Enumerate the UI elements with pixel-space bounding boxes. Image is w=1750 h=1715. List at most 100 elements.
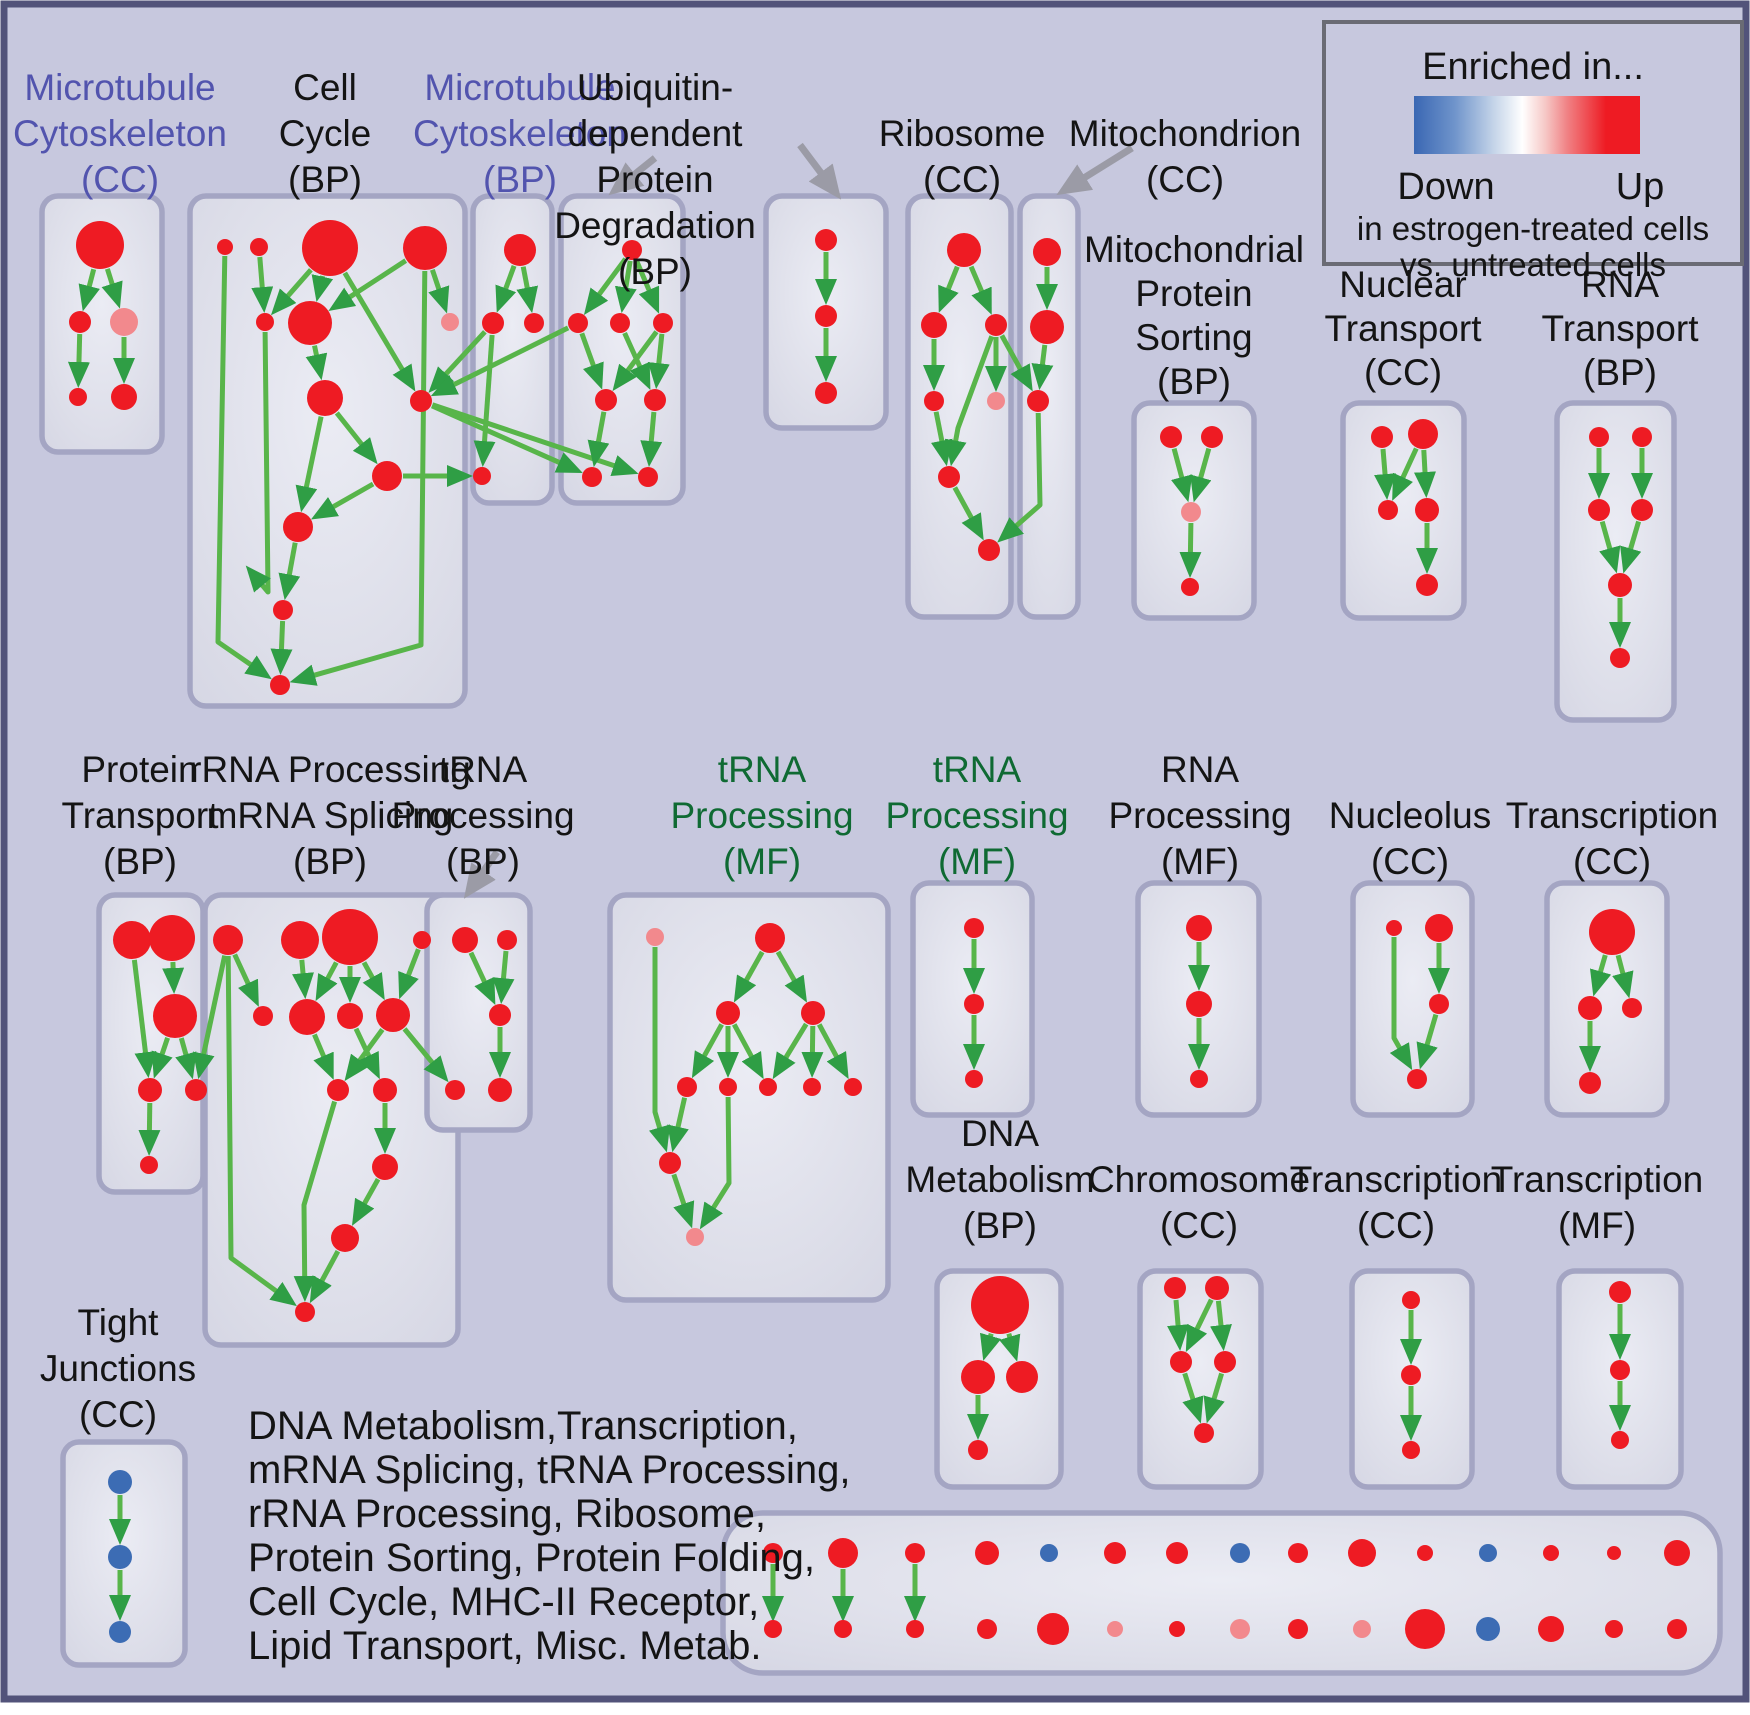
go-term-node-E1: [815, 229, 837, 251]
go-term-node-A5: [111, 384, 137, 410]
go-term-node-A2: [69, 311, 91, 333]
go-term-node-N5: [677, 1077, 697, 1097]
cluster-label-trna-mf-2: tRNA Processing (MF): [885, 749, 1068, 882]
enrichment-edge-J3-J5: [1599, 520, 1621, 574]
enrichment-edge-I1-I3: [1374, 448, 1397, 501]
misc-text-line: Cell Cycle, MHC-II Receptor,: [248, 1580, 760, 1624]
strip-top-node-3: [905, 1543, 925, 1563]
go-term-node-N2: [755, 923, 785, 953]
go-term-node-P1: [1186, 915, 1212, 941]
go-term-node-M3: [489, 1004, 511, 1026]
enrichment-edge-L2-L6: [292, 959, 314, 1000]
go-term-node-R4: [1579, 1072, 1601, 1094]
go-term-node-M5: [488, 1078, 512, 1102]
go-term-node-U3: [1402, 1441, 1420, 1459]
go-term-node-Q1: [1386, 920, 1402, 936]
enrichment-edge-A1-A3: [101, 268, 123, 309]
cluster-box-chromosome: [1137, 1268, 1264, 1490]
go-term-node-T1: [1164, 1277, 1186, 1299]
go-term-node-W3: [109, 1621, 131, 1643]
cluster-label-chromosome: Chromosome (CC): [1088, 1159, 1310, 1246]
strip-bottom-node-5: [1037, 1613, 1069, 1645]
strip-top-node-7: [1166, 1542, 1188, 1564]
go-term-node-B13: [270, 675, 290, 695]
go-term-node-C1: [504, 234, 536, 266]
cluster-label-protein-transport: Protein Transport (BP): [62, 749, 220, 882]
cluster-box-trna-bp: [424, 892, 533, 1133]
go-term-node-N11: [686, 1228, 704, 1246]
strip-top-node-5: [1040, 1544, 1058, 1562]
enrichment-edge-F3-G3: [999, 334, 1033, 392]
go-term-node-J1: [1589, 427, 1609, 447]
go-term-node-E3: [815, 382, 837, 404]
enrichment-edge-K1-K4: [131, 959, 157, 1079]
strip-bottom-node-7: [1169, 1621, 1185, 1637]
misc-text-line: DNA Metabolism,Transcription,: [248, 1404, 798, 1448]
enrichment-edge-C2-B9: [428, 330, 487, 393]
strip-top-node-1: [763, 1543, 783, 1563]
enrichment-edge-B9-D7: [430, 403, 583, 473]
enrichment-edge-H1-H3: [1171, 447, 1193, 503]
go-term-node-F7: [978, 539, 1000, 561]
strip-bottom-node-11: [1405, 1609, 1445, 1649]
enrichment-edge-L1-L5: [232, 953, 259, 1007]
go-term-node-J5: [1608, 573, 1632, 597]
go-term-node-J2: [1632, 427, 1652, 447]
enrichment-edge-B6-B7: [305, 345, 328, 381]
enrichment-edge-F6-F7: [952, 486, 984, 541]
enrichment-edge-B3-B5: [270, 268, 313, 316]
cluster-label-ubiquitin: Ubiquitin-dependent Protein Degradation (BP…: [554, 67, 756, 292]
go-term-node-L11: [372, 1154, 398, 1180]
enrichment-edge-B7-B11: [295, 416, 324, 513]
strip-bottom-node-2: [834, 1620, 852, 1638]
go-term-node-L7: [337, 1003, 363, 1029]
enrichment-edge-N4-N7: [772, 1022, 809, 1080]
go-term-node-L5: [253, 1006, 273, 1026]
go-term-node-F6: [938, 466, 960, 488]
enrichment-edge-T4-T5: [1203, 1372, 1225, 1424]
strip-bottom-node-4: [977, 1619, 997, 1639]
strip-bottom-node-6: [1107, 1621, 1123, 1637]
go-term-node-R1: [1589, 909, 1635, 955]
go-term-node-I4: [1415, 498, 1439, 522]
enrichment-edge-R1-R3: [1612, 954, 1634, 999]
strip-top-node-14: [1607, 1546, 1621, 1560]
go-term-node-L12: [331, 1224, 359, 1252]
cluster-label-mt-bp: Microtubule Cytoskeleton (BP): [413, 67, 627, 200]
enrichment-edge-D4-D6: [647, 333, 670, 390]
cluster-label-transcription-cc-1: Transcription (CC): [1506, 795, 1718, 882]
enrichment-edge-B2-B5: [251, 256, 274, 314]
enrichment-edge-S1-S3: [999, 1332, 1021, 1362]
enrichment-edge-D1-D2: [583, 257, 628, 315]
go-term-node-D8: [638, 467, 658, 487]
strip-top-node-2: [828, 1538, 858, 1568]
go-term-node-H4: [1181, 578, 1199, 596]
go-term-node-G2: [1030, 310, 1064, 344]
go-term-node-J3: [1588, 499, 1610, 521]
strip-top-node-4: [975, 1541, 999, 1565]
enrichment-edge-B3-B6: [311, 274, 334, 302]
go-term-node-B7: [307, 380, 343, 416]
strip-bottom-node-10: [1353, 1620, 1371, 1638]
go-term-node-A3: [110, 308, 138, 336]
cluster-label-nucleolus: Nucleolus (CC): [1329, 795, 1491, 882]
cluster-label-rna-transport: RNA Transport (BP): [1542, 264, 1700, 393]
enrichment-edge-J4-J5: [1620, 520, 1642, 574]
go-term-node-W2: [108, 1545, 132, 1569]
go-term-node-B2: [250, 238, 268, 256]
go-term-node-S4: [968, 1440, 988, 1460]
enrichment-edge-Q3-Q4: [1416, 1013, 1439, 1070]
go-term-node-B3: [302, 220, 358, 276]
go-term-node-U1: [1402, 1291, 1420, 1309]
enrichment-edge-K3-K5: [175, 1037, 197, 1080]
go-term-node-P3: [1190, 1070, 1208, 1088]
enrichment-edge-T2-T4: [1210, 1300, 1232, 1352]
enrichment-edge-A2-A4: [67, 333, 90, 388]
go-term-node-F3: [985, 314, 1007, 336]
go-term-node-K1: [113, 921, 151, 959]
go-term-node-V2: [1610, 1360, 1630, 1380]
enrichment-edge-N4-N9: [816, 1023, 849, 1080]
cluster-label-transcription-mf: Transcription (MF): [1491, 1159, 1703, 1246]
cluster-box-rna-transport: [1554, 400, 1677, 723]
cluster-box-nuclear-transport: [1340, 400, 1467, 621]
